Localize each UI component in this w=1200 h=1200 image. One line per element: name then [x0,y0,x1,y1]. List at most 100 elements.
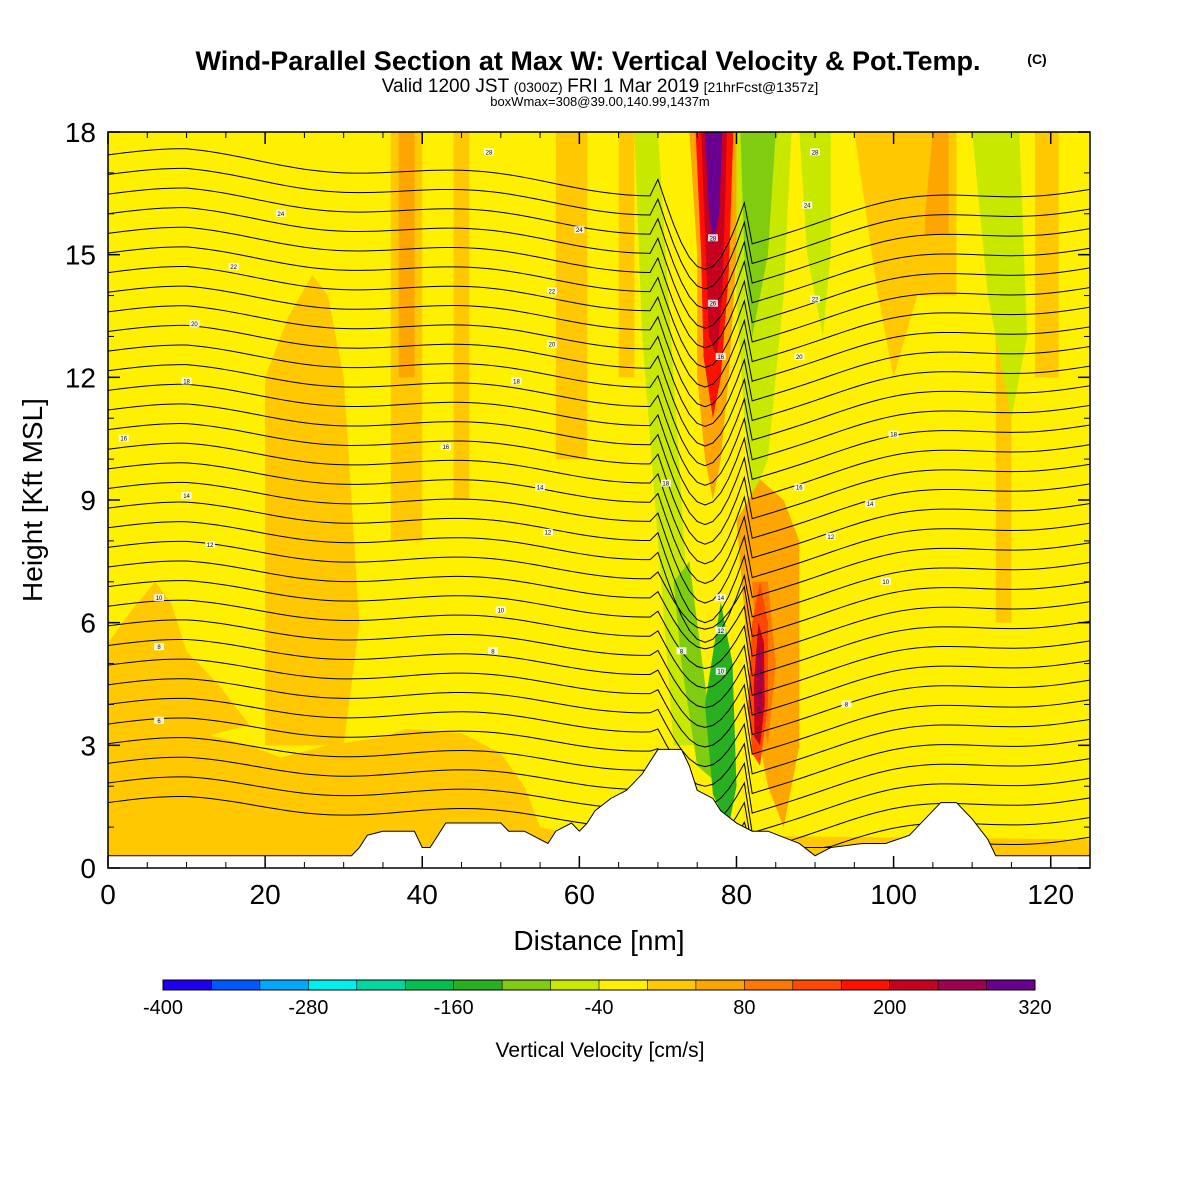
colorbar-swatch [356,980,406,990]
isentrope-line [108,599,1090,696]
svg-text:10: 10 [717,670,724,676]
isentrope-line [108,324,1090,447]
y-axis-title: Height [Kft MSL] [17,398,48,602]
velocity-shading [799,132,831,337]
contour-label: 6 [154,716,165,725]
contour-label: 24 [574,226,585,234]
isentrope-line [108,580,1090,677]
isentrope-line [108,540,1090,638]
chart-subtitle: Valid 1200 JST (0300Z) FRI 1 Mar 2019 [2… [382,76,818,97]
svg-text:14: 14 [537,486,544,492]
contour-label: 12 [205,540,216,549]
contour-label: 8 [676,647,687,655]
contour-label: 20 [794,352,805,361]
svg-text:12: 12 [545,531,552,537]
plot-area: 24 22 20 18 16 14 12 10 8 6 28 24 22 20 18 16 14 12 10 8 8 18… [108,132,1090,868]
svg-text:10: 10 [156,596,163,602]
svg-text:24: 24 [576,228,583,234]
isentrope-line [108,423,1090,545]
isentrope-line [108,442,1090,565]
contour-label: 14 [181,491,192,500]
terrain-mask [108,748,1090,868]
isentrope-line [108,383,1090,506]
contour-label: 8 [154,643,165,651]
forecast-info: [21hrFcst@1357z] [704,79,819,95]
contour-label: 18 [181,377,192,385]
svg-text:20: 20 [549,343,556,349]
svg-text:10: 10 [882,580,889,586]
colorbar-swatch [792,980,842,990]
svg-text:24: 24 [804,204,811,210]
velocity-shading [618,132,635,378]
svg-text:20: 20 [191,322,198,328]
svg-text:8: 8 [680,649,684,655]
svg-text:10: 10 [497,608,504,614]
isentrope-line [108,187,1090,310]
contour-label: 10 [154,594,165,602]
svg-text:22: 22 [549,289,556,295]
contour-label: 28 [810,148,821,156]
y-tick-label: 6 [80,608,96,639]
velocity-shading [701,132,728,357]
isentrope-line [108,305,1090,427]
contour-label: 22 [810,295,821,304]
svg-text:26: 26 [710,302,717,308]
colorbar-tick-label: 200 [873,997,906,1019]
contour-label: 24 [802,201,813,210]
contour-label: 14 [535,483,546,492]
colorbar-swatch [744,980,794,990]
svg-text:8: 8 [491,649,495,655]
colorbar-swatch [986,980,1036,990]
isentrope-line [108,521,1090,643]
isentrope-line [108,697,1090,795]
isentrope-line [108,167,1090,290]
svg-text:16: 16 [717,355,724,361]
colorbar-swatch [841,980,891,990]
svg-text:18: 18 [513,379,520,385]
svg-text:16: 16 [796,486,803,492]
isentrope-line [108,481,1090,604]
velocity-shading [398,132,415,378]
svg-text:12: 12 [717,629,724,635]
svg-text:22: 22 [230,265,237,271]
contour-label: 18 [511,377,522,385]
colorbar-tick-label: -40 [585,997,614,1019]
velocity-shading [756,643,763,713]
colorbar-tick-label: 320 [1018,997,1051,1019]
svg-text:14: 14 [183,494,190,500]
svg-text:8: 8 [845,702,849,708]
x-tick-label: 40 [407,879,438,910]
velocity-shading [1035,132,1059,378]
contour-label: 10 [495,606,506,614]
svg-text:16: 16 [442,445,449,451]
colorbar-swatch [695,980,745,990]
colorbar-label: Vertical Velocity [cm/s] [496,1039,705,1062]
axes: 0 20 40 60 80 100 120 0 3 6 9 12 15 18 [65,117,1091,910]
svg-text:22: 22 [812,298,819,304]
isentrope-line [108,148,1090,270]
colorbar-swatch [889,980,939,990]
isentrope-line [108,638,1090,736]
svg-text:12: 12 [827,535,834,541]
contour-label: 20 [546,340,557,349]
isentrope-line [108,560,1090,657]
isentrope-line [108,364,1090,486]
colorbar-swatch [647,980,697,990]
isentrope-line [108,246,1090,369]
contour-label: 12 [542,528,553,537]
valid-time: Valid 1200 JST [382,76,510,97]
colorbar-tick-label: -400 [143,997,183,1019]
contour-label: 8 [487,647,498,655]
y-tick-label: 9 [80,485,96,516]
contour-label: 16 [715,352,726,361]
contour-label: 10 [880,577,891,586]
svg-text:28: 28 [710,236,717,242]
isentrope-line [108,658,1090,755]
svg-text:28: 28 [812,150,819,156]
copyright-mark: (C) [1027,51,1046,67]
colorbar-swatch [163,980,212,990]
contour-label: 24 [275,209,286,218]
x-tick-label: 120 [1027,879,1074,910]
svg-text:14: 14 [867,502,874,508]
